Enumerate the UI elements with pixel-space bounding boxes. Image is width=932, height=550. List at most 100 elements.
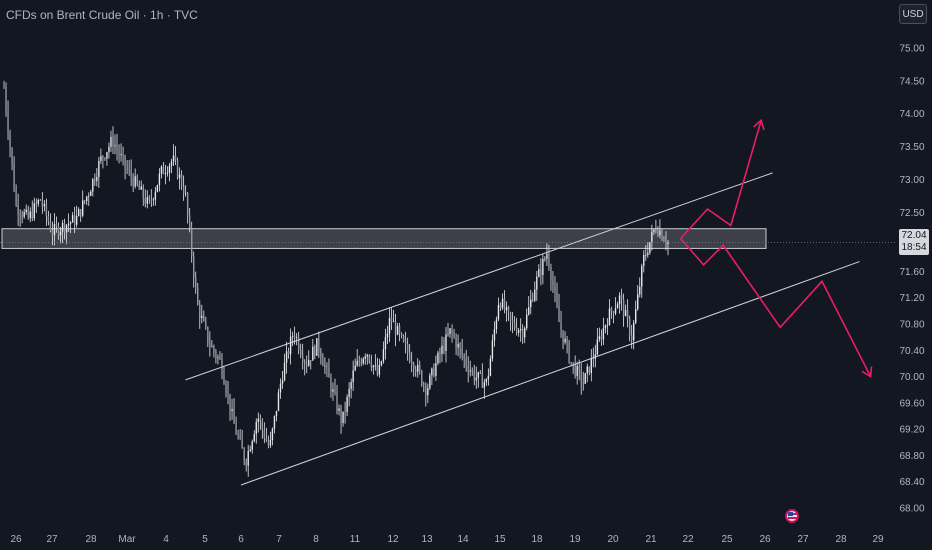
candle-body bbox=[406, 343, 409, 353]
candle-body bbox=[558, 305, 560, 322]
bullish-projection bbox=[680, 120, 762, 240]
candle-body bbox=[15, 190, 17, 205]
x-tick-label: 29 bbox=[872, 534, 884, 545]
candle-body bbox=[594, 354, 597, 359]
candle-body bbox=[162, 166, 165, 175]
candle-body bbox=[511, 320, 514, 323]
current-price: 72.04 bbox=[901, 230, 927, 241]
candle-body bbox=[645, 254, 647, 256]
candle-body bbox=[247, 451, 249, 466]
candle-body bbox=[372, 365, 375, 368]
candle-body bbox=[59, 231, 62, 236]
candle-body bbox=[635, 309, 637, 323]
candle-body bbox=[507, 307, 510, 313]
y-tick-label: 72.50 bbox=[899, 208, 924, 219]
candle-body bbox=[528, 307, 530, 315]
candle-body bbox=[370, 361, 373, 368]
candle-body bbox=[572, 362, 574, 364]
candle-body bbox=[501, 298, 504, 308]
candle-body bbox=[637, 294, 639, 310]
candle-body bbox=[225, 383, 227, 393]
candle-body bbox=[269, 439, 272, 446]
candle-body bbox=[301, 355, 304, 363]
candle-body bbox=[227, 392, 229, 394]
candle-body bbox=[665, 241, 667, 245]
candle-body bbox=[27, 209, 29, 219]
channel-lower-line bbox=[240, 261, 860, 486]
candle-body bbox=[39, 200, 42, 201]
currency-button[interactable]: USD bbox=[899, 4, 927, 24]
candle-body bbox=[445, 334, 447, 352]
candle-body bbox=[102, 156, 104, 158]
candle-body bbox=[517, 330, 520, 333]
candle-body bbox=[69, 222, 72, 224]
candle-body bbox=[146, 197, 148, 204]
candle-body bbox=[499, 304, 502, 308]
candle-body bbox=[413, 364, 415, 370]
candle-body bbox=[421, 371, 423, 385]
candle-body bbox=[441, 345, 443, 354]
candle-body bbox=[566, 338, 568, 343]
candle-body bbox=[376, 365, 379, 375]
candle-body bbox=[67, 223, 70, 226]
candle-body bbox=[43, 203, 46, 207]
candle-body bbox=[340, 408, 342, 423]
candle-body bbox=[136, 176, 138, 185]
x-tick-label: 18 bbox=[531, 534, 543, 545]
x-tick-label: 26 bbox=[10, 534, 22, 545]
bearish-projection bbox=[679, 238, 872, 377]
candle-body bbox=[267, 440, 270, 446]
candle-body bbox=[223, 373, 225, 384]
candle-body bbox=[184, 193, 187, 195]
candle-body bbox=[134, 176, 136, 187]
us-flag-event-icon[interactable] bbox=[785, 509, 799, 523]
candle-body bbox=[172, 155, 175, 162]
candle-body bbox=[540, 269, 542, 275]
candle-body bbox=[461, 348, 463, 356]
candle-body bbox=[342, 411, 344, 423]
candle-body bbox=[495, 319, 498, 330]
candle-body bbox=[283, 362, 286, 381]
candle-body bbox=[310, 360, 312, 361]
candle-body bbox=[483, 382, 486, 388]
candle-body bbox=[473, 370, 475, 381]
candle-body bbox=[564, 338, 566, 343]
candle-body bbox=[649, 242, 651, 253]
candle-body bbox=[17, 204, 19, 215]
candle-body bbox=[437, 352, 439, 364]
candle-body bbox=[82, 200, 84, 216]
candle-body bbox=[435, 363, 437, 376]
candle-body bbox=[275, 410, 278, 417]
bullish-projection-arrowhead bbox=[753, 118, 765, 131]
x-tick-label: 22 bbox=[682, 534, 694, 545]
candle-body bbox=[505, 307, 508, 311]
candle-body bbox=[287, 351, 290, 355]
candle-body bbox=[261, 421, 264, 430]
candle-body bbox=[239, 436, 241, 439]
candle-body bbox=[590, 357, 593, 374]
candle-body bbox=[651, 231, 653, 243]
candle-body bbox=[562, 330, 564, 343]
candle-body bbox=[221, 358, 223, 374]
resistance-zone-layer bbox=[1, 228, 767, 249]
candle-body bbox=[402, 335, 405, 342]
candle-body bbox=[471, 370, 473, 372]
y-tick-label: 70.00 bbox=[899, 372, 924, 383]
candle-body bbox=[31, 211, 33, 219]
candle-body bbox=[544, 258, 546, 260]
candle-body bbox=[663, 239, 665, 242]
candle-body bbox=[176, 160, 179, 179]
candle-body bbox=[608, 308, 611, 325]
x-tick-label: 27 bbox=[46, 534, 58, 545]
candle-body bbox=[429, 375, 431, 389]
candle-body bbox=[193, 256, 195, 278]
x-tick-label: 6 bbox=[238, 534, 244, 545]
candle-body bbox=[667, 242, 669, 245]
candle-body bbox=[190, 228, 193, 257]
candle-body bbox=[71, 215, 74, 223]
candle-body bbox=[178, 174, 181, 179]
candle-body bbox=[449, 328, 451, 334]
resistance-zone bbox=[1, 228, 767, 249]
candle-body bbox=[344, 411, 346, 413]
